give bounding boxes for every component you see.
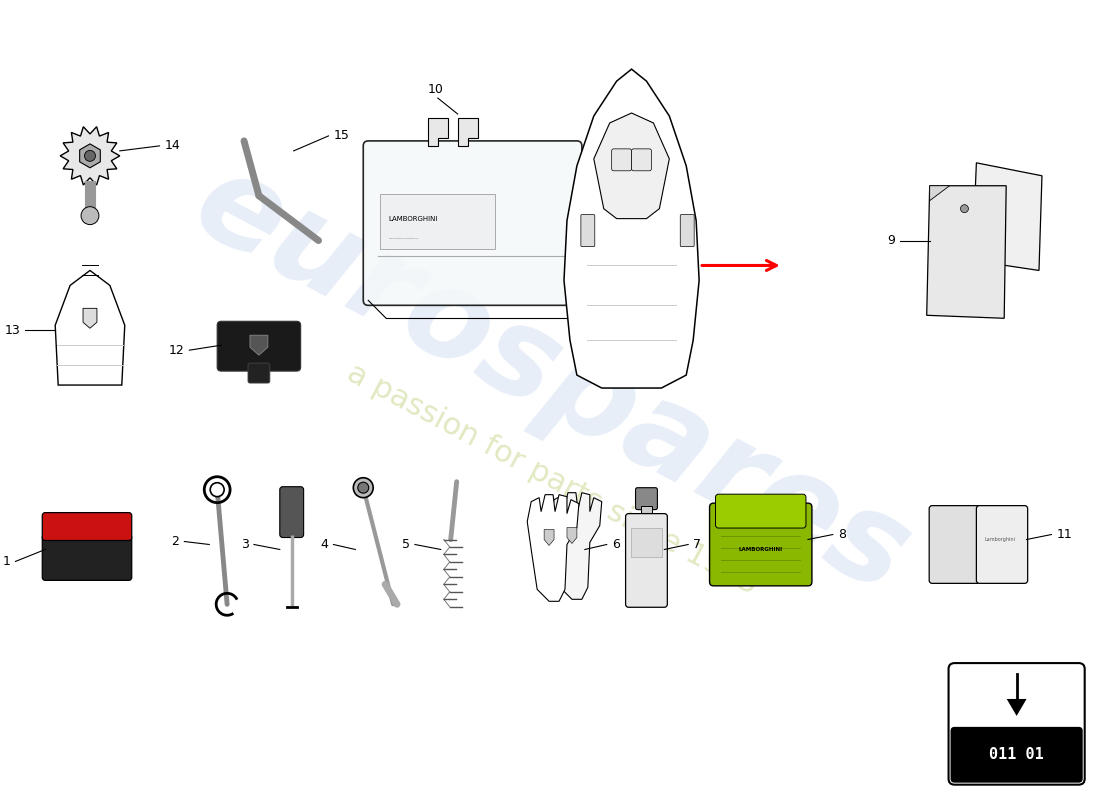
Bar	[381, 194, 495, 249]
Polygon shape	[458, 118, 477, 146]
Circle shape	[960, 205, 968, 213]
Circle shape	[353, 478, 373, 498]
Polygon shape	[544, 530, 554, 546]
FancyBboxPatch shape	[42, 534, 132, 580]
FancyBboxPatch shape	[217, 322, 300, 371]
Polygon shape	[926, 186, 1006, 318]
Polygon shape	[566, 527, 576, 543]
Polygon shape	[930, 186, 949, 201]
Text: 10: 10	[428, 83, 443, 96]
Text: Lamborghini: Lamborghini	[984, 537, 1015, 542]
FancyBboxPatch shape	[626, 514, 668, 607]
Text: 8: 8	[838, 528, 846, 541]
FancyBboxPatch shape	[631, 149, 651, 170]
Text: 12: 12	[168, 344, 185, 357]
Text: 11: 11	[1056, 528, 1072, 541]
Circle shape	[85, 150, 96, 162]
FancyBboxPatch shape	[948, 663, 1085, 785]
Bar	[630, 527, 662, 558]
Text: 4: 4	[320, 538, 329, 551]
Polygon shape	[82, 308, 97, 328]
Polygon shape	[79, 144, 100, 168]
Polygon shape	[550, 493, 602, 599]
FancyBboxPatch shape	[279, 486, 304, 538]
Polygon shape	[594, 113, 669, 218]
Polygon shape	[1006, 699, 1026, 716]
Circle shape	[358, 482, 368, 493]
Bar	[640, 506, 652, 519]
Text: 1: 1	[2, 555, 11, 568]
Text: eurospares: eurospares	[175, 141, 929, 619]
Text: LAMBORGHINI: LAMBORGHINI	[739, 547, 783, 552]
FancyBboxPatch shape	[977, 506, 1027, 583]
FancyBboxPatch shape	[42, 513, 132, 541]
Text: 2: 2	[172, 535, 179, 548]
Circle shape	[81, 206, 99, 225]
Text: a passion for parts since 1985: a passion for parts since 1985	[342, 358, 762, 601]
Text: LAMBORGHINI: LAMBORGHINI	[388, 216, 438, 222]
Text: ___________: ___________	[388, 234, 418, 239]
FancyBboxPatch shape	[680, 214, 694, 246]
FancyBboxPatch shape	[636, 488, 658, 510]
Text: 6: 6	[612, 538, 619, 551]
FancyBboxPatch shape	[612, 149, 631, 170]
Text: 9: 9	[887, 234, 895, 247]
Polygon shape	[55, 270, 124, 385]
Circle shape	[210, 482, 224, 497]
Polygon shape	[60, 126, 120, 185]
FancyBboxPatch shape	[950, 727, 1082, 782]
Polygon shape	[564, 69, 700, 388]
FancyBboxPatch shape	[363, 141, 582, 306]
Polygon shape	[250, 335, 268, 355]
Text: 14: 14	[165, 139, 180, 152]
Text: 3: 3	[241, 538, 249, 551]
FancyBboxPatch shape	[710, 503, 812, 586]
FancyBboxPatch shape	[248, 363, 270, 383]
FancyBboxPatch shape	[715, 494, 806, 528]
Text: 7: 7	[693, 538, 701, 551]
Text: 011 01: 011 01	[989, 747, 1044, 762]
Text: 15: 15	[333, 130, 350, 142]
Polygon shape	[428, 118, 448, 146]
Polygon shape	[972, 163, 1042, 270]
FancyBboxPatch shape	[930, 506, 980, 583]
Polygon shape	[527, 494, 579, 602]
Text: 5: 5	[402, 538, 410, 551]
FancyBboxPatch shape	[581, 214, 595, 246]
Text: 13: 13	[4, 324, 21, 337]
